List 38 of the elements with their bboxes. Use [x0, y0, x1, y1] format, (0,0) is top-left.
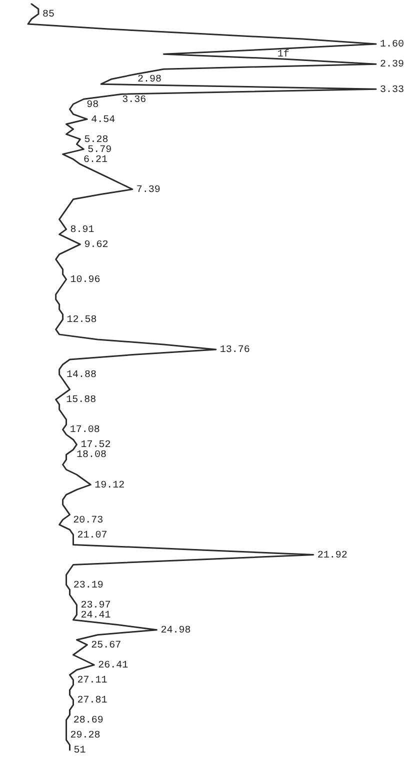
- y-tick-label: 12.58: [66, 315, 97, 326]
- y-tick-label: 24.98: [160, 625, 191, 636]
- y-tick-label: 5.28: [84, 134, 108, 146]
- y-tick-label: 9.62: [84, 240, 108, 251]
- y-tick-label: 24.41: [80, 610, 111, 622]
- y-tick-label: 20.73: [73, 515, 104, 526]
- y-tick-label: 25.67: [91, 640, 122, 652]
- y-tick-label: 26.41: [98, 660, 128, 672]
- y-tick-label: 3.36: [122, 94, 146, 106]
- y-tick-label: 6.21: [84, 154, 108, 166]
- y-tick-label: 7.39: [136, 184, 160, 196]
- y-tick-label: 2.98: [137, 74, 162, 86]
- y-tick-label: 13.76: [220, 345, 250, 356]
- y-tick-label: 14.88: [66, 370, 96, 382]
- y-tick-label: 8.91: [70, 224, 94, 236]
- y-tick-label: 19.12: [94, 480, 125, 492]
- y-tick-label: 5.79: [88, 144, 112, 156]
- y-tick-label: 15.88: [66, 395, 96, 406]
- y-tick-label: 1f: [277, 48, 290, 61]
- y-tick-label: 1.60: [380, 40, 404, 51]
- y-tick-label: 17.52: [80, 440, 111, 452]
- y-tick-label: 98: [86, 100, 99, 111]
- y-tick-label: 23.19: [73, 580, 104, 592]
- y-tick-label: 27.81: [77, 696, 108, 707]
- y-tick-label: 18.08: [76, 450, 107, 462]
- y-tick-label: 23.97: [80, 600, 111, 612]
- y-tick-label: 21.07: [77, 530, 108, 542]
- y-tick-label: 28.69: [73, 716, 104, 727]
- y-tick-label: 51: [74, 746, 86, 757]
- y-tick-label: 10.96: [70, 275, 100, 286]
- y-tick-label: 17.08: [70, 425, 100, 436]
- y-tick-label: 3.33: [380, 84, 404, 96]
- y-tick-label: 4.54: [91, 114, 116, 126]
- y-tick-label: 21.92: [317, 550, 348, 562]
- y-tick-label: 85: [42, 10, 54, 21]
- y-tick-label: 27.11: [77, 676, 108, 687]
- y-tick-label: 29.28: [70, 730, 100, 742]
- y-tick-label: 2.39: [380, 60, 404, 71]
